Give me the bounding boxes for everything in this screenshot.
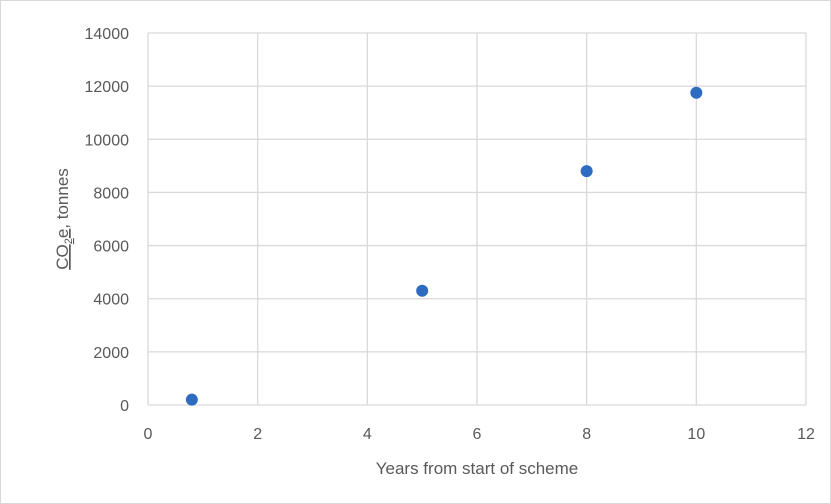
data-point-1 [185,393,198,406]
x-tick-label-12: 12 [797,426,815,443]
y-tick-label-12000: 12000 [85,79,130,96]
grid-lines [147,32,807,406]
y-tick-label-2000: 2000 [93,345,129,362]
y-axis-title-main: CO [53,244,72,270]
x-tick-label-10: 10 [687,426,705,443]
x-tick-label-4: 4 [363,426,372,443]
data-point-4 [690,86,703,99]
x-tick-label-2: 2 [253,426,262,443]
y-tick-label-6000: 6000 [93,239,129,256]
x-tick-label-6: 6 [473,426,482,443]
y-axis-title-rest: , tonnes [53,168,72,229]
data-point-2 [416,284,429,297]
y-tick-label-14000: 14000 [85,26,130,43]
x-axis-title: Years from start of scheme [376,459,579,478]
data-points [185,86,703,406]
tick-labels: 0 2000 4000 6000 8000 10000 12000 14000 0 2 4 6 8 10 1… [85,26,816,443]
data-point-3 [580,165,593,178]
y-axis-title: CO2e, tonnes [53,168,75,270]
x-tick-label-8: 8 [582,426,591,443]
y-tick-label-0: 0 [120,398,129,415]
y-axis-title-subscript: 2 [63,238,75,244]
y-axis-title-after-subscript: e [53,229,72,238]
x-tick-label-0: 0 [144,426,153,443]
y-tick-label-10000: 10000 [85,132,130,149]
y-tick-label-4000: 4000 [93,292,129,309]
y-tick-label-8000: 8000 [93,185,129,202]
